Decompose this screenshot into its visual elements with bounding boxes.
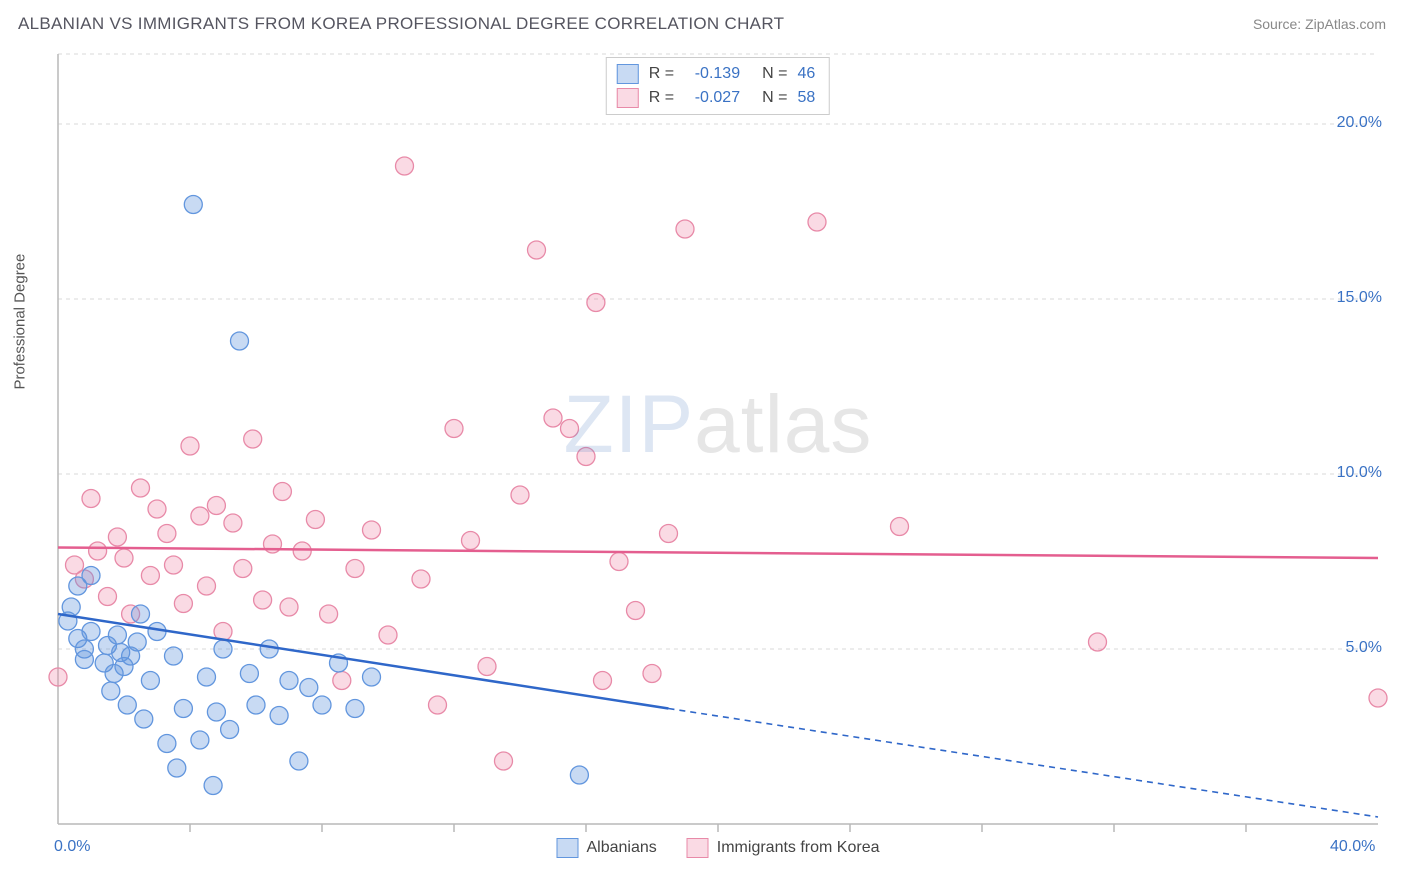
stats-row: R =-0.139N =46 <box>617 62 815 86</box>
legend-swatch-icon <box>617 64 639 84</box>
source-label: Source: ZipAtlas.com <box>1253 16 1386 32</box>
x-tick-label: 0.0% <box>54 838 90 856</box>
y-axis-label: Professional Degree <box>12 254 29 390</box>
legend-item: Immigrants from Korea <box>687 838 880 858</box>
legend-swatch-icon <box>617 88 639 108</box>
y-tick-label: 10.0% <box>1337 464 1382 482</box>
y-tick-label: 15.0% <box>1337 289 1382 307</box>
scatter-chart <box>48 44 1388 854</box>
chart-title: ALBANIAN VS IMMIGRANTS FROM KOREA PROFES… <box>18 14 784 34</box>
stats-row: R =-0.027N =58 <box>617 86 815 110</box>
legend-swatch-icon <box>557 838 579 858</box>
y-tick-label: 20.0% <box>1337 114 1382 132</box>
chart-area: Professional Degree ZIPatlas R =-0.139N … <box>48 44 1388 854</box>
legend-swatch-icon <box>687 838 709 858</box>
bottom-legend: Albanians Immigrants from Korea <box>557 838 880 858</box>
x-tick-label: 40.0% <box>1330 838 1375 856</box>
y-tick-label: 5.0% <box>1346 639 1382 657</box>
stats-legend: R =-0.139N =46R =-0.027N =58 <box>606 57 830 115</box>
legend-item: Albanians <box>557 838 657 858</box>
